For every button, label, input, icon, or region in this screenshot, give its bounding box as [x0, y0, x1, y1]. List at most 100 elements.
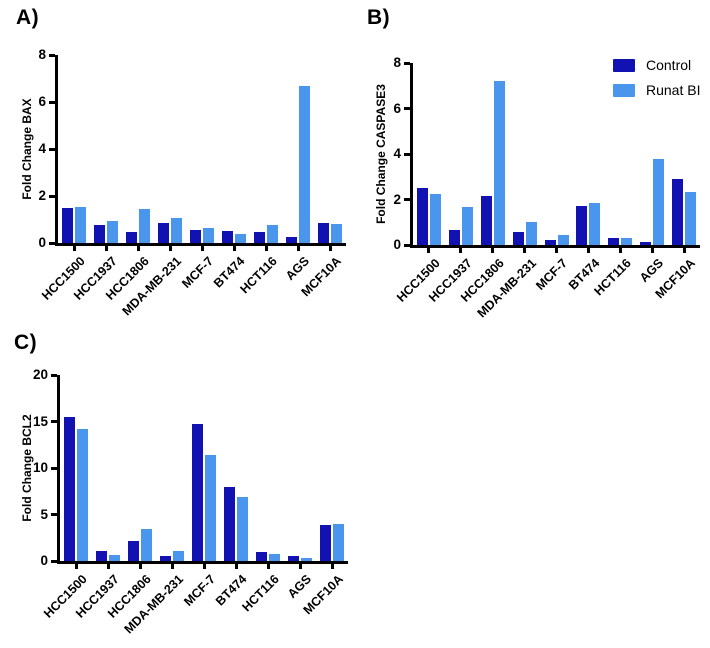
runat-bi-bar-mcf-7	[557, 234, 569, 245]
panel-c-label: C)	[14, 331, 38, 354]
y-tick-label: 15	[32, 413, 48, 429]
x-tick-mark	[74, 564, 78, 569]
legend-item-runat-bi: Runat BI	[613, 82, 700, 98]
runat-bi-bar-hcc1937	[461, 207, 473, 245]
control-bar-hct116	[608, 238, 620, 245]
y-tick-mark	[51, 559, 57, 563]
control-bar-mda-mb-231	[160, 556, 171, 561]
y-axis-line	[57, 375, 60, 564]
x-tick-mark	[459, 248, 463, 253]
control-bar-mcf10a	[318, 223, 329, 243]
y-tick-mark	[51, 373, 57, 377]
y-axis-line	[55, 55, 58, 246]
control-bar-bt474	[224, 486, 235, 561]
runat-bi-bar-hcc1500	[429, 193, 441, 245]
control-bar-hcc1806	[480, 196, 492, 245]
y-tick-label: 0	[40, 553, 48, 568]
runat-bi-bar-hct116	[269, 554, 280, 561]
control-bar-hcc1500	[416, 188, 428, 245]
control-bar-bt474	[576, 206, 588, 245]
y-tick-mark	[49, 241, 55, 245]
control-bar-mcf-7	[192, 424, 203, 561]
x-tick-mark	[682, 248, 686, 253]
x-tick-mark	[200, 246, 204, 251]
y-tick-label: 4	[38, 141, 46, 156]
control-bar-mda-mb-231	[158, 223, 169, 243]
runat-bi-bar-bt474	[589, 202, 601, 245]
y-tick-label: 6	[38, 94, 46, 109]
x-tick-mark	[618, 248, 622, 253]
runat-bi-bar-hcc1500	[75, 206, 86, 243]
runat-bi-bar-mda-mb-231	[173, 551, 184, 561]
control-bar-hcc1806	[126, 232, 137, 243]
x-category-label: MCF-7	[180, 572, 218, 609]
runat-bi-bar-hcc1806	[139, 208, 150, 243]
x-tick-mark	[72, 246, 76, 251]
control-bar-ags	[640, 241, 652, 245]
y-tick-mark	[404, 243, 410, 247]
x-tick-mark	[264, 246, 268, 251]
y-tick-label: 0	[38, 235, 46, 250]
y-tick-mark	[404, 198, 410, 201]
y-tick-mark	[51, 466, 57, 470]
y-tick-mark	[404, 152, 410, 156]
control-bar-hcc1937	[448, 230, 460, 245]
legend: Control Runat BI	[613, 57, 700, 107]
legend-label-control: Control	[646, 57, 692, 73]
x-tick-mark	[427, 248, 431, 253]
control-bar-mda-mb-231	[512, 232, 524, 245]
y-tick-label: 10	[32, 460, 48, 475]
y-tick-mark	[49, 100, 55, 104]
x-tick-mark	[232, 246, 236, 251]
x-tick-mark	[202, 564, 206, 569]
runat-bi-bar-bt474	[235, 233, 246, 243]
y-tick-label: 5	[40, 506, 48, 522]
x-tick-mark	[523, 248, 527, 253]
runat-bi-bar-mda-mb-231	[525, 222, 537, 245]
runat-bi-bar-hcc1937	[109, 555, 120, 561]
y-tick-mark	[404, 61, 410, 65]
x-axis-line	[410, 245, 700, 248]
control-bar-hcc1937	[94, 225, 105, 243]
x-tick-mark	[138, 564, 142, 569]
y-tick-label: 8	[38, 47, 46, 62]
runat-bi-bar-hct116	[621, 238, 633, 245]
runat-bi-bar-mcf10a	[685, 191, 697, 245]
panel-a-plot-area: 0 2 4 6 8 HCC1500 HCC1937 HCC1806 MDA-MB-231 MCF-…	[38, 47, 346, 318]
control-bar-mcf-7	[544, 240, 556, 245]
control-bar-hcc1806	[128, 540, 139, 561]
runat-bi-bar-bt474	[237, 496, 248, 561]
y-tick-label: 2	[393, 191, 401, 207]
runat-bi-bar-hct116	[267, 225, 278, 243]
runat-bi-color-swatch	[613, 83, 635, 97]
x-tick-mark	[328, 246, 332, 251]
x-category-label: MCF-7	[533, 256, 571, 293]
control-bar-mcf10a	[320, 524, 331, 561]
runat-bi-bar-mcf10a	[331, 224, 342, 243]
runat-bi-bar-ags	[653, 158, 665, 245]
control-bar-hcc1500	[62, 207, 73, 243]
control-bar-hcc1500	[64, 416, 75, 561]
runat-bi-bar-hcc1806	[141, 529, 152, 561]
control-bar-bt474	[222, 231, 233, 243]
runat-bi-bar-mcf-7	[203, 227, 214, 243]
runat-bi-bar-hcc1500	[77, 428, 88, 561]
runat-bi-bar-hcc1937	[107, 220, 118, 243]
legend-item-control: Control	[613, 57, 700, 73]
y-tick-label: 0	[393, 237, 401, 252]
y-tick-label: 4	[393, 146, 401, 161]
panel-a-label: A)	[16, 6, 40, 29]
x-tick-mark	[586, 248, 590, 253]
y-tick-mark	[404, 107, 410, 110]
y-tick-mark	[49, 194, 55, 198]
x-tick-mark	[168, 246, 172, 251]
x-tick-mark	[650, 248, 654, 253]
y-tick-label: 20	[32, 367, 48, 382]
control-color-swatch	[613, 58, 635, 72]
control-bar-hct116	[254, 232, 265, 243]
panel-b-plot-area: 0 2 4 6 8 HCC1500 HCC1937 HCC1806 MDA-MB-231 MCF-…	[393, 55, 700, 320]
x-tick-mark	[170, 564, 174, 569]
control-bar-ags	[286, 237, 297, 243]
y-axis-line	[410, 63, 413, 248]
